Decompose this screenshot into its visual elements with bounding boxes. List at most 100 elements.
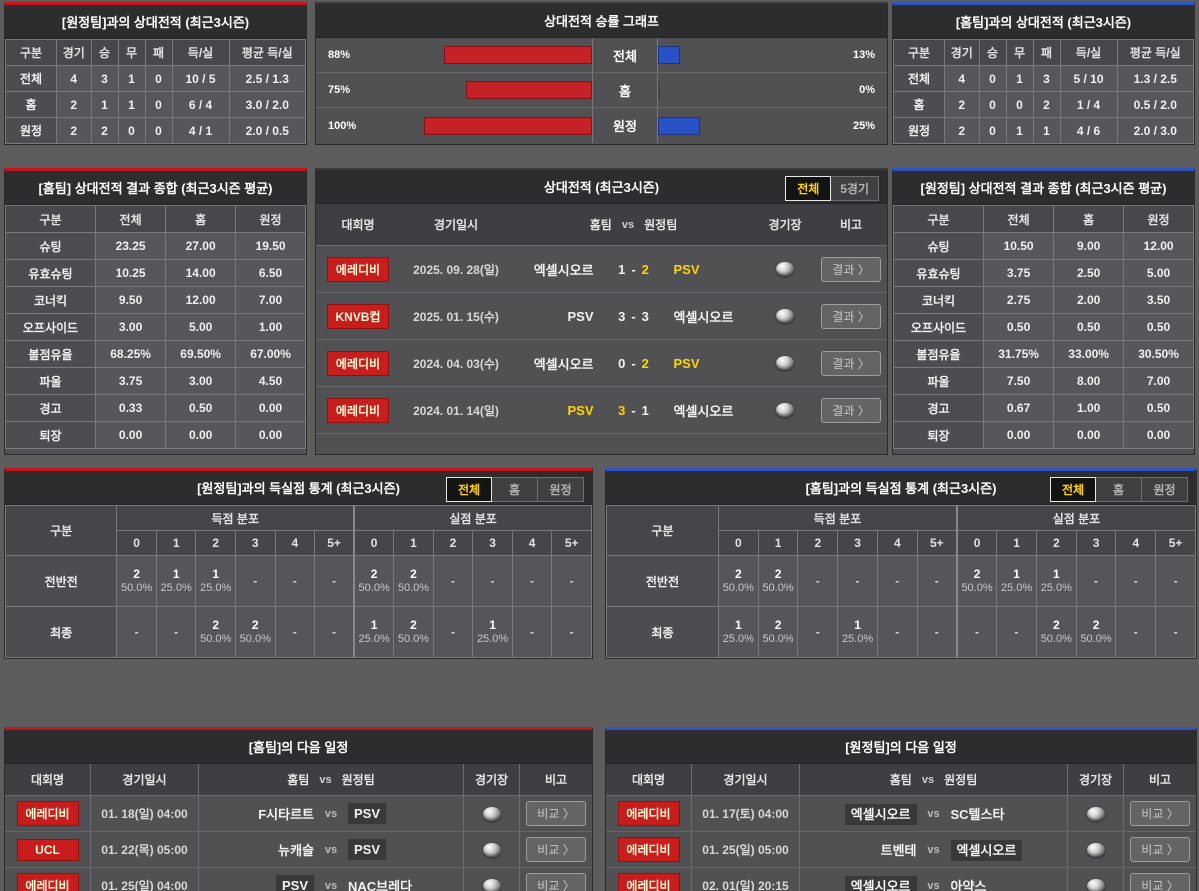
distribution-cell: - xyxy=(432,606,474,658)
stadium-icon xyxy=(1086,842,1105,857)
table-row: 코너킥 2.75 2.00 3.50 xyxy=(893,286,1194,314)
table-row: 전체 4 0 1 3 5 / 10 1.3 / 2.5 xyxy=(893,65,1194,92)
cell-value: 8.00 xyxy=(1053,367,1125,395)
cell-value: 0.5 / 2.0 xyxy=(1116,91,1194,118)
count-header: 3 xyxy=(234,530,276,556)
stadium-icon xyxy=(1086,878,1105,891)
distribution-cell: - xyxy=(314,555,355,607)
match-score: 3-1 xyxy=(594,403,674,418)
compare-button[interactable]: 비교 〉 xyxy=(526,873,586,891)
toggle-all[interactable]: 전체 xyxy=(785,176,832,201)
group-header-concede: 실점 분포 xyxy=(955,505,1196,531)
match-datetime: 01. 18(일) 04:00 xyxy=(101,807,188,821)
schedule-row: 에레디비 01. 25(일) 04:00 PSV vs NAC브레다 비교 〉 xyxy=(5,868,592,891)
row-label: 원정 xyxy=(5,117,57,144)
note-cell: 비교 〉 xyxy=(520,832,592,867)
note-cell: 비교 〉 xyxy=(1124,832,1196,867)
cell-value: 1.3 / 2.5 xyxy=(1116,65,1194,92)
league-cell: UCL xyxy=(5,832,91,867)
empty-value: - xyxy=(1094,574,1099,588)
column-header: 득/실 xyxy=(1059,39,1118,66)
cell-value: 0.50 xyxy=(982,313,1055,341)
pct-value: 50.0% xyxy=(762,582,794,594)
row-label: 경고 xyxy=(893,394,984,422)
cell-value: 1 xyxy=(90,91,119,118)
count-value: 2 xyxy=(133,567,140,581)
compare-button[interactable]: 비교 〉 xyxy=(1130,801,1190,826)
cell-value: 9.50 xyxy=(94,286,167,314)
away-team-name: 엑셀시오르 xyxy=(673,403,734,419)
row-label: 오프사이드 xyxy=(5,313,96,341)
cell-value: 0 xyxy=(144,91,173,118)
match-row: 에레디비 2024. 04. 03(수) 엑셀시오르 0-2 PSV 결과 〉 xyxy=(316,340,887,387)
empty-value: - xyxy=(490,574,495,588)
match-datetime: 2025. 09. 28(일) xyxy=(413,262,499,277)
compare-button[interactable]: 비교 〉 xyxy=(526,801,586,826)
distribution-cell: - xyxy=(837,555,878,607)
home-team-name: PSV xyxy=(275,875,314,891)
toggle-5games[interactable]: 5경기 xyxy=(831,176,879,201)
distribution-cell: 1 25.0% xyxy=(717,606,759,658)
stadium-cell xyxy=(464,868,520,891)
empty-value: - xyxy=(1173,625,1178,639)
distribution-cell: - xyxy=(511,606,553,658)
pct-value: 50.0% xyxy=(1080,633,1112,645)
result-button[interactable]: 결과 〉 xyxy=(821,397,881,423)
cell-value: 10.25 xyxy=(94,259,167,287)
cell-value: 0 xyxy=(1005,91,1034,118)
pct-value: 50.0% xyxy=(397,633,430,645)
cell-value: 7.00 xyxy=(1123,367,1194,395)
result-button[interactable]: 결과 〉 xyxy=(821,256,881,282)
away-team-wrap: 엑셀시오르 xyxy=(950,840,1068,861)
league-cell: 에레디비 xyxy=(606,832,692,867)
cell-value: 0.00 xyxy=(1123,421,1194,449)
panel-title: [홈팀]과의 득실점 통계 (최근3시즌) 전체 홈 원정 xyxy=(606,471,1196,505)
cell-value: 4 xyxy=(944,65,980,92)
table-row: 파울 3.75 3.00 4.50 xyxy=(5,367,306,395)
stadium-cell xyxy=(755,246,815,292)
chart-row: 75% 홈 0% xyxy=(316,73,887,108)
away-team-name: PSV xyxy=(673,261,700,277)
match-datetime: 2024. 01. 14(일) xyxy=(413,403,499,418)
compare-button[interactable]: 비교 〉 xyxy=(1130,873,1190,891)
toggle-all[interactable]: 전체 xyxy=(1050,477,1096,502)
toggle-away[interactable]: 원정 xyxy=(1142,477,1188,502)
cell-value: 6 / 4 xyxy=(171,91,230,118)
row-label: 코너킥 xyxy=(893,286,984,314)
header-home-label: 홈팀 xyxy=(889,773,912,787)
empty-value: - xyxy=(815,625,820,639)
away-win-pct-label: 13% xyxy=(852,49,875,61)
match-score: 1-2 xyxy=(594,262,674,277)
home-score: 3 xyxy=(618,402,626,418)
count-header: 3 xyxy=(472,530,513,556)
stadium-icon xyxy=(776,356,794,370)
home-team-wrap: PSV xyxy=(199,875,314,891)
note-cell: 결과 〉 xyxy=(815,340,887,386)
toggle-away[interactable]: 원정 xyxy=(538,477,584,502)
header-match: 홈팀 vs 원정팀 xyxy=(199,764,464,795)
stadium-cell xyxy=(464,832,520,867)
toggle-home[interactable]: 홈 xyxy=(1096,477,1142,502)
toggle-all[interactable]: 전체 xyxy=(446,477,492,502)
h2h-match-list: 대회명 경기일시 홈팀 vs 원정팀 경기장 비고 에레디비 2025. 09. 28(일) 엑셀… xyxy=(316,204,887,434)
date-cell: 2024. 04. 03(수) xyxy=(400,340,512,386)
away-win-bar xyxy=(658,81,660,99)
panel-title: 상대전적 승률 그래프 xyxy=(316,4,887,38)
result-button[interactable]: 결과 〉 xyxy=(821,303,881,329)
cell-value: 5.00 xyxy=(1123,259,1194,287)
compare-button[interactable]: 비교 〉 xyxy=(1130,837,1190,862)
row-label: 유효슈팅 xyxy=(893,259,984,287)
count-header: 4 xyxy=(876,530,918,556)
home-team-wrap: 뉴캐슬 xyxy=(199,840,314,859)
table-row: 전반전 2 50.0% 1 25.0% 1 25.0% - - -2 50.0% 2 50.0% - - - - xyxy=(4,555,592,607)
compare-button[interactable]: 비교 〉 xyxy=(526,837,586,862)
row-label: 퇴장 xyxy=(5,421,96,449)
panel-away-h2h-record: [원정팀]과의 상대전적 (최근3시즌) 구분 경기 승 무 패 득/실 평균 득/실 전체 4… xyxy=(4,2,307,145)
match-datetime: 01. 25(일) 04:00 xyxy=(101,879,188,891)
distribution-cell: - xyxy=(274,555,316,607)
cell-value: 0.00 xyxy=(1053,421,1125,449)
row-label: 볼점유율 xyxy=(893,340,984,368)
toggle-home[interactable]: 홈 xyxy=(492,477,538,502)
table-row: 볼점유율 31.75% 33.00% 30.50% xyxy=(893,340,1194,368)
result-button[interactable]: 결과 〉 xyxy=(821,350,881,376)
